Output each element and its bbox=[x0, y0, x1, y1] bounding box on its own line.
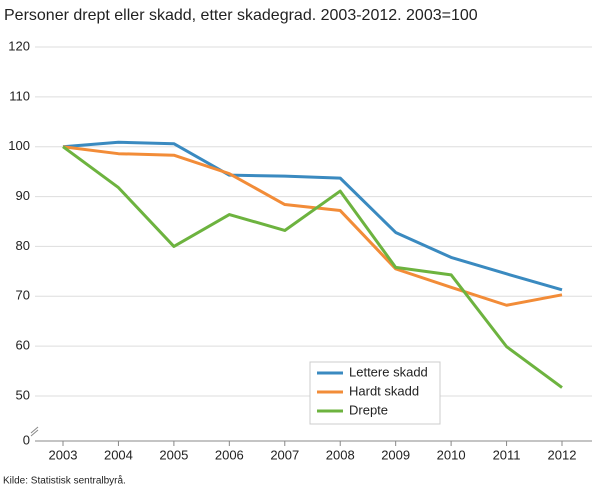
x-tick-label: 2007 bbox=[270, 447, 299, 462]
legend-label: Lettere skadd bbox=[349, 364, 428, 379]
y-tick-label: 0 bbox=[23, 432, 30, 447]
x-tick-label: 2011 bbox=[493, 447, 521, 462]
y-tick-label: 110 bbox=[9, 88, 30, 103]
x-tick-label: 2012 bbox=[548, 447, 577, 462]
x-tick-label: 2003 bbox=[49, 447, 78, 462]
x-tick-label: 2006 bbox=[215, 447, 244, 462]
axis-break-line bbox=[30, 426, 39, 434]
y-tick-label: 80 bbox=[16, 238, 30, 253]
x-tick-label: 2010 bbox=[437, 447, 466, 462]
axis-break bbox=[30, 426, 39, 437]
y-tick-label: 50 bbox=[16, 387, 30, 402]
legend-label: Drepte bbox=[349, 402, 388, 417]
x-tick-label: 2004 bbox=[104, 447, 133, 462]
y-tick-label: 100 bbox=[8, 138, 30, 153]
y-tick-label: 60 bbox=[16, 338, 30, 353]
x-tick-label: 2008 bbox=[326, 447, 355, 462]
x-tick-label: 2009 bbox=[381, 447, 410, 462]
chart-title: Personer drept eller skadd, etter skadeg… bbox=[4, 7, 478, 24]
line-series bbox=[62, 140, 563, 292]
y-tick-label: 120 bbox=[8, 38, 30, 53]
x-tick-label: 2005 bbox=[159, 447, 188, 462]
legend: Lettere skadd Hardt skadd Drepte bbox=[309, 361, 441, 425]
y-tick-label: 70 bbox=[16, 288, 30, 303]
line-series bbox=[62, 145, 563, 389]
y-tick-label: 90 bbox=[16, 188, 30, 203]
source: Kilde: Statistisk sentralbyrå. bbox=[3, 475, 126, 487]
line-series bbox=[62, 145, 563, 307]
axis-break-line bbox=[30, 429, 39, 437]
legend-label: Hardt skadd bbox=[349, 383, 419, 398]
